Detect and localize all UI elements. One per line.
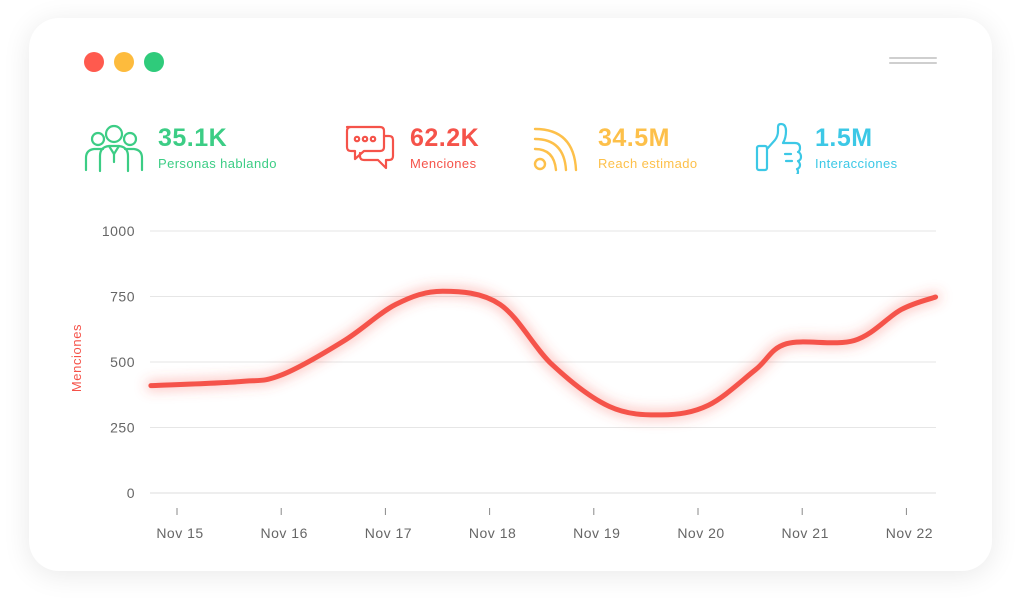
stat-value: 34.5M <box>598 124 670 152</box>
dashboard-card <box>29 18 992 571</box>
stat-label: Personas hablando <box>158 156 277 171</box>
x-tick-label: Nov 17 <box>365 525 412 541</box>
x-tick-label: Nov 22 <box>886 525 933 541</box>
y-axis-label: Menciones <box>69 324 84 392</box>
hamburger-menu-icon[interactable] <box>889 57 937 66</box>
x-tick-label: Nov 20 <box>677 525 724 541</box>
x-tick-label: Nov 18 <box>469 525 516 541</box>
x-tick-label: Nov 21 <box>782 525 829 541</box>
stat-reach-estimado: 34.5M Reach estimado <box>531 122 731 174</box>
stat-interacciones: 1.5M Interacciones <box>755 122 935 174</box>
stat-label: Reach estimado <box>598 156 698 171</box>
stat-label: Menciones <box>410 156 477 171</box>
stat-personas-hablando: 35.1K Personas hablando <box>83 122 313 174</box>
stat-value: 1.5M <box>815 124 873 152</box>
people-icon <box>84 124 144 173</box>
y-tick-label: 1000 <box>102 223 135 239</box>
thumbs-up-icon <box>755 122 803 174</box>
window-close-button[interactable] <box>84 52 104 72</box>
rss-icon <box>533 127 578 172</box>
y-tick-label: 750 <box>110 289 135 305</box>
x-tick-label: Nov 15 <box>156 525 203 541</box>
y-tick-label: 250 <box>110 420 135 436</box>
series-line-menciones <box>148 288 939 418</box>
x-tick-label: Nov 19 <box>573 525 620 541</box>
stat-menciones: 62.2K Menciones <box>344 122 524 174</box>
window-maximize-button[interactable] <box>144 52 164 72</box>
stat-value: 62.2K <box>410 124 480 152</box>
x-tick-label: Nov 16 <box>261 525 308 541</box>
chat-bubbles-icon <box>345 125 395 170</box>
y-tick-label: 0 <box>127 485 135 501</box>
stat-label: Interacciones <box>815 156 898 171</box>
stat-value: 35.1K <box>158 124 228 152</box>
y-tick-label: 500 <box>110 354 135 370</box>
window-minimize-button[interactable] <box>114 52 134 72</box>
